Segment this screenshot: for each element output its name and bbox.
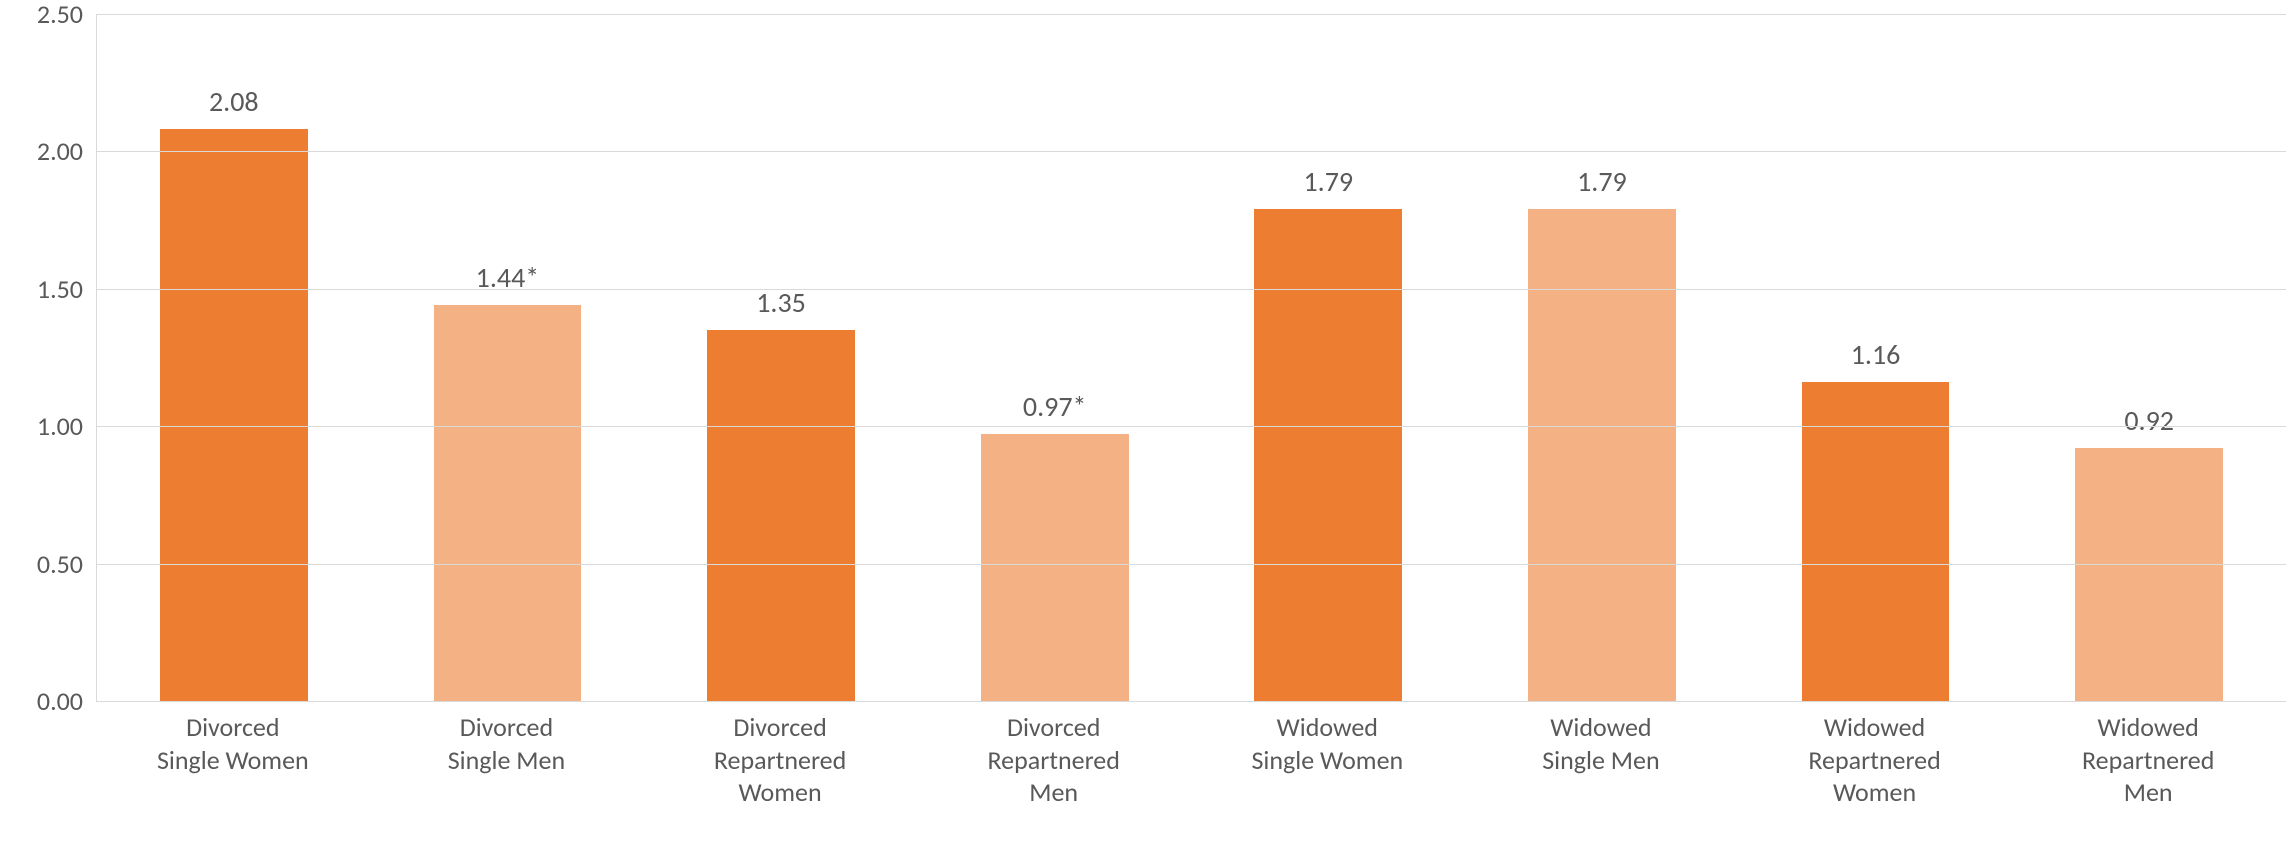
x-category-label: Widowed Single Women [1251,711,1403,776]
x-category-label: Divorced Single Women [157,711,309,776]
x-label-slot: Widowed Repartnered Women [1738,701,2012,859]
gridline [97,564,2286,565]
y-tick-label: 1.50 [37,273,97,305]
x-category-label: Divorced Repartnered Men [987,711,1119,809]
bar-slot: 0.92 [2012,14,2286,701]
x-label-slot: Widowed Single Men [1464,701,1738,859]
x-category-label: Divorced Single Men [448,711,565,776]
x-label-slot: Divorced Single Men [370,701,644,859]
x-category-label: Widowed Repartnered Men [2082,711,2214,809]
bar: 1.79 [1528,209,1676,701]
bar-value-label: 1.79 [1577,164,1627,209]
plot-area: 2.081.44*1.350.97*1.791.791.160.92 0.000… [96,14,2286,702]
y-tick-label: 2.50 [37,0,97,30]
y-tick-label: 1.00 [37,410,97,442]
x-category-label: Widowed Repartnered Women [1808,711,1940,809]
bars-container: 2.081.44*1.350.97*1.791.791.160.92 [97,14,2286,701]
bar-value-label: 0.97* [1023,389,1087,434]
x-label-slot: Widowed Repartnered Men [2011,701,2285,859]
bar-slot: 0.97* [918,14,1192,701]
bar: 0.97* [981,434,1129,701]
bar-slot: 1.79 [1465,14,1739,701]
bar-value-label: 1.79 [1303,164,1353,209]
bar-chart: 2.081.44*1.350.97*1.791.791.160.92 0.000… [0,0,2295,859]
bar-slot: 1.16 [1739,14,2013,701]
bar-slot: 1.44* [371,14,645,701]
bar-slot: 1.35 [644,14,918,701]
bar: 0.92 [2075,448,2223,701]
gridline [97,426,2286,427]
x-label-slot: Divorced Repartnered Men [917,701,1191,859]
y-tick-label: 2.00 [37,135,97,167]
y-tick-label: 0.50 [37,548,97,580]
x-label-slot: Divorced Repartnered Women [643,701,917,859]
x-label-slot: Widowed Single Women [1191,701,1465,859]
y-tick-label: 0.00 [37,685,97,717]
gridline [97,14,2286,15]
bar-slot: 2.08 [97,14,371,701]
gridline [97,289,2286,290]
bar-value-label: 1.44* [476,260,540,305]
bar: 1.79 [1254,209,1402,701]
x-axis-labels: Divorced Single Women Divorced Single Men… [96,701,2285,859]
x-label-slot: Divorced Single Women [96,701,370,859]
x-category-label: Divorced Repartnered Women [714,711,846,809]
x-category-label: Widowed Single Men [1542,711,1659,776]
bar-value-label: 1.35 [756,285,806,330]
bar: 1.44* [434,305,582,701]
bar: 1.35 [707,330,855,701]
bar: 1.16 [1802,382,1950,701]
bar-slot: 1.79 [1192,14,1466,701]
bar-value-label: 2.08 [209,84,259,129]
bar-value-label: 1.16 [1851,337,1901,382]
bar: 2.08 [160,129,308,701]
gridline [97,151,2286,152]
